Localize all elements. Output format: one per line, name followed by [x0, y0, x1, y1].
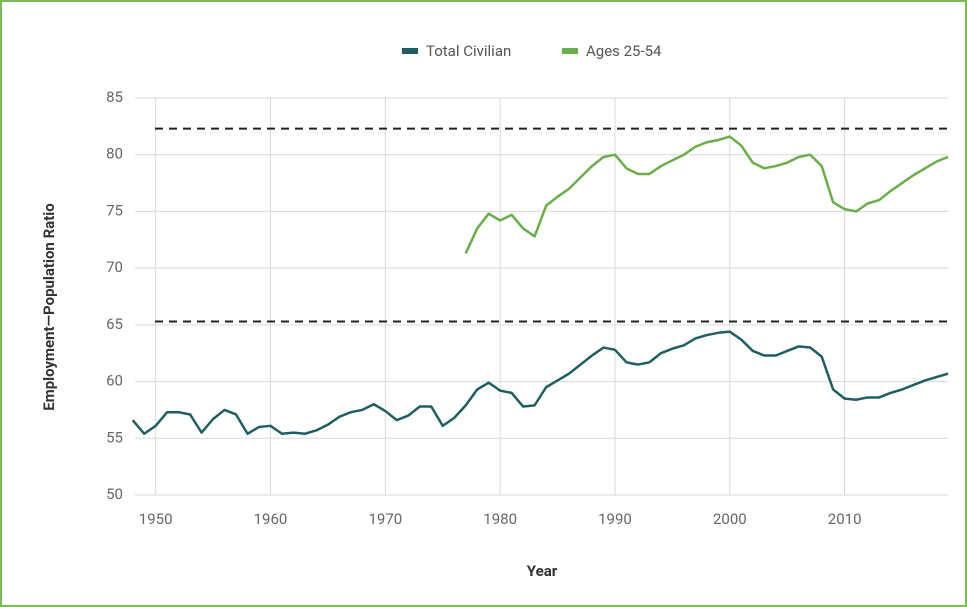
legend-label: Total Civilian: [426, 42, 511, 60]
x-tick-label: 2010: [828, 510, 862, 528]
y-axis-title: Employment—Population Ratio: [40, 203, 58, 410]
series-line: [131, 330, 949, 435]
x-tick-label: 2000: [713, 510, 747, 528]
x-tick-label: 1980: [483, 510, 517, 528]
y-tick-label: 70: [106, 258, 123, 276]
legend-label: Ages 25-54: [586, 42, 662, 60]
y-tick-label: 50: [106, 485, 123, 503]
y-tick-label: 65: [106, 315, 123, 333]
y-tick-label: 75: [106, 201, 123, 219]
y-tick-label: 80: [106, 145, 123, 163]
series-line: [464, 135, 949, 254]
x-tick-label: 1970: [368, 510, 402, 528]
x-tick-label: 1950: [139, 510, 173, 528]
y-tick-label: 60: [106, 372, 123, 390]
x-tick-label: 1990: [598, 510, 632, 528]
x-tick-label: 1960: [254, 510, 288, 528]
x-axis-title: Year: [527, 562, 558, 580]
y-tick-label: 55: [106, 428, 123, 446]
legend-swatch: [562, 48, 578, 54]
legend-swatch: [402, 48, 418, 54]
y-tick-label: 85: [106, 88, 123, 106]
